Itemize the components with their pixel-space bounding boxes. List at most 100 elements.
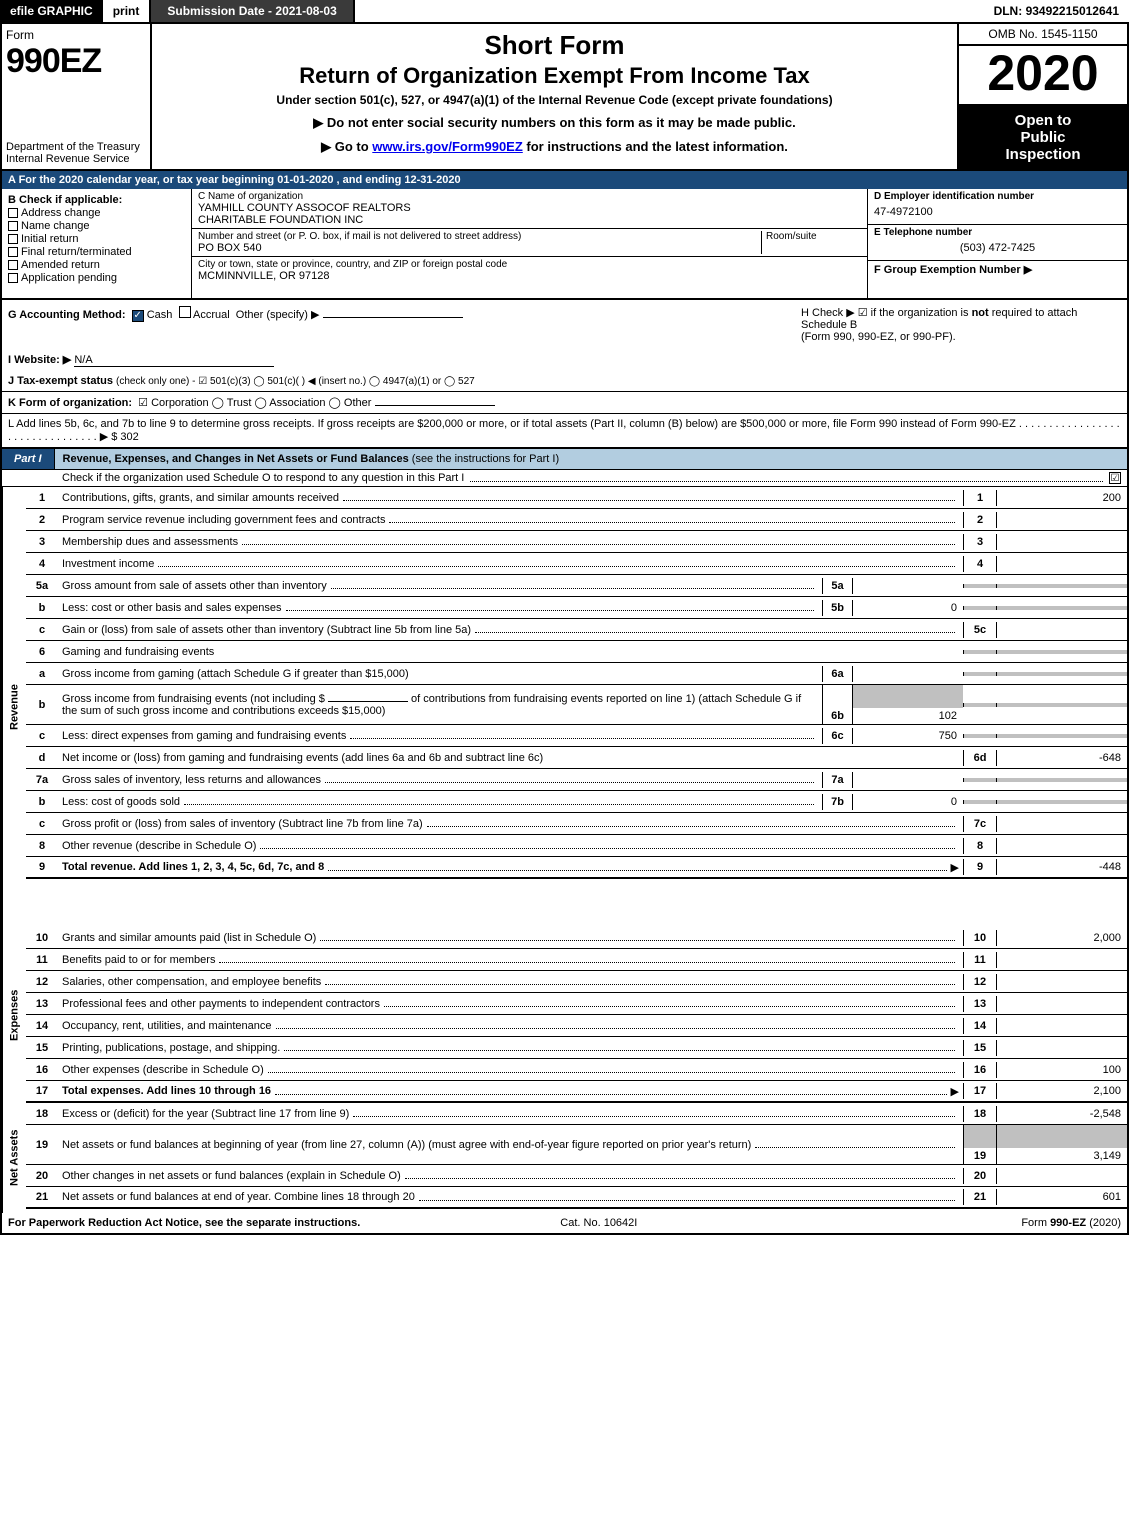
line-6b-subnum: 6b bbox=[823, 708, 853, 724]
line-1-val: 200 bbox=[997, 490, 1127, 506]
line-19: 19Net assets or fund balances at beginni… bbox=[26, 1125, 1127, 1165]
efile-button[interactable]: efile GRAPHIC bbox=[0, 0, 103, 22]
line-3: 3Membership dues and assessments3 bbox=[26, 531, 1127, 553]
line-7b: bLess: cost of goods sold7b0 bbox=[26, 791, 1127, 813]
schedule-o-checkbox[interactable]: ☑ bbox=[1109, 472, 1121, 484]
line-6b-blank[interactable] bbox=[328, 701, 408, 702]
line-4-num: 4 bbox=[963, 556, 997, 572]
line-13: 13Professional fees and other payments t… bbox=[26, 993, 1127, 1015]
boxes-d-e-f: D Employer identification number 47-4972… bbox=[867, 189, 1127, 298]
line-8-val bbox=[997, 844, 1127, 848]
line-21-val: 601 bbox=[997, 1189, 1127, 1205]
l-amount: 302 bbox=[120, 431, 138, 443]
line-16-num: 16 bbox=[963, 1062, 997, 1078]
line-6a-desc: Gross income from gaming (attach Schedul… bbox=[62, 668, 409, 680]
box-d-ein: D Employer identification number 47-4972… bbox=[868, 189, 1127, 225]
j-label: J Tax-exempt status bbox=[8, 375, 113, 387]
k-options: ☑ Corporation ◯ Trust ◯ Association ◯ Ot… bbox=[138, 397, 371, 409]
website-value: N/A bbox=[74, 354, 274, 367]
line-7a: 7aGross sales of inventory, less returns… bbox=[26, 769, 1127, 791]
header-middle: Short Form Return of Organization Exempt… bbox=[152, 24, 957, 169]
schedule-o-check-row: Check if the organization used Schedule … bbox=[0, 470, 1129, 487]
form-word: Form bbox=[6, 28, 146, 42]
box-c-city-label: City or town, state or province, country… bbox=[198, 259, 861, 270]
submission-date-label: Submission Date - bbox=[167, 4, 275, 18]
line-2-val bbox=[997, 518, 1127, 522]
footer-form-pre: Form bbox=[1021, 1217, 1050, 1229]
submission-date-pill: Submission Date - 2021-08-03 bbox=[151, 0, 354, 22]
chk-amended-return[interactable]: Amended return bbox=[8, 259, 185, 271]
line-6c: cLess: direct expenses from gaming and f… bbox=[26, 725, 1127, 747]
line-6b: bGross income from fundraising events (n… bbox=[26, 685, 1127, 725]
line-19-valgray bbox=[997, 1125, 1127, 1148]
line-5a-desc: Gross amount from sale of assets other t… bbox=[62, 580, 327, 592]
ein-value: 47-4972100 bbox=[874, 202, 1121, 222]
line-12: 12Salaries, other compensation, and empl… bbox=[26, 971, 1127, 993]
line-5c-num: 5c bbox=[963, 622, 997, 638]
line-5b-subnum: 5b bbox=[823, 600, 853, 616]
line-5a-numcol bbox=[963, 584, 997, 588]
line-4-val bbox=[997, 562, 1127, 566]
goto-instructions: ▶ Go to www.irs.gov/Form990EZ for instru… bbox=[162, 139, 947, 155]
line-17-arrow-icon: ▶ bbox=[951, 1085, 959, 1098]
line-5b-subval: 0 bbox=[853, 600, 963, 616]
line-7c-num: 7c bbox=[963, 816, 997, 832]
line-21-desc: Net assets or fund balances at end of ye… bbox=[62, 1191, 415, 1203]
line-7b-numcol bbox=[963, 800, 997, 804]
line-5c-desc: Gain or (loss) from sale of assets other… bbox=[62, 624, 471, 636]
dln-value: 93492215012641 bbox=[1026, 4, 1119, 18]
chk-name-change[interactable]: Name change bbox=[8, 220, 185, 232]
chk-accrual[interactable] bbox=[179, 306, 191, 318]
org-street: PO BOX 540 bbox=[198, 242, 761, 254]
line-7b-subnum: 7b bbox=[823, 794, 853, 810]
line-10: 10Grants and similar amounts paid (list … bbox=[26, 927, 1127, 949]
part-1-table: Revenue 1Contributions, gifts, grants, a… bbox=[0, 487, 1129, 1213]
box-f-group-exemption: F Group Exemption Number ▶ bbox=[868, 261, 1127, 278]
line-5b-desc: Less: cost or other basis and sales expe… bbox=[62, 602, 282, 614]
box-b-checkboxes: B Check if applicable: Address change Na… bbox=[2, 189, 192, 298]
line-15-val bbox=[997, 1046, 1127, 1050]
line-7b-subval: 0 bbox=[853, 794, 963, 810]
line-9-val: -448 bbox=[997, 859, 1127, 875]
chk-final-return[interactable]: Final return/terminated bbox=[8, 246, 185, 258]
line-11-num: 11 bbox=[963, 952, 997, 968]
line-14: 14Occupancy, rent, utilities, and mainte… bbox=[26, 1015, 1127, 1037]
line-7a-subnum: 7a bbox=[823, 772, 853, 788]
line-7c-desc: Gross profit or (loss) from sales of inv… bbox=[62, 818, 423, 830]
chk-cash[interactable]: ✓ bbox=[132, 310, 144, 322]
i-label: I Website: ▶ bbox=[8, 354, 71, 366]
chk-initial-return[interactable]: Initial return bbox=[8, 233, 185, 245]
page-footer: For Paperwork Reduction Act Notice, see … bbox=[0, 1213, 1129, 1235]
chk-address-change[interactable]: Address change bbox=[8, 207, 185, 219]
line-6d: dNet income or (loss) from gaming and fu… bbox=[26, 747, 1127, 769]
h-text-3: (Form 990, 990-EZ, or 990-PF). bbox=[801, 331, 956, 343]
line-6d-num: 6d bbox=[963, 750, 997, 766]
footer-catalog: Cat. No. 10642I bbox=[560, 1217, 637, 1229]
dln-label: DLN: bbox=[994, 4, 1026, 18]
box-f-label: F Group Exemption Number ▶ bbox=[874, 264, 1032, 276]
goto-link[interactable]: www.irs.gov/Form990EZ bbox=[372, 139, 523, 154]
open-line-3: Inspection bbox=[963, 146, 1123, 163]
h-not: not bbox=[972, 307, 989, 319]
line-12-desc: Salaries, other compensation, and employ… bbox=[62, 976, 321, 988]
chk-label-initial: Initial return bbox=[21, 233, 78, 245]
box-c-name-label: C Name of organization bbox=[198, 191, 861, 202]
row-g-h: G Accounting Method: ✓ Cash Accrual Othe… bbox=[0, 300, 1129, 349]
line-3-val bbox=[997, 540, 1127, 544]
line-4-desc: Investment income bbox=[62, 558, 154, 570]
line-15-num: 15 bbox=[963, 1040, 997, 1056]
under-section-text: Under section 501(c), 527, or 4947(a)(1)… bbox=[162, 93, 947, 107]
g-other-input[interactable] bbox=[323, 317, 463, 318]
print-button[interactable]: print bbox=[103, 0, 152, 22]
chk-label-pending: Application pending bbox=[21, 272, 117, 284]
org-name-line-1: YAMHILL COUNTY ASSOCOF REALTORS bbox=[198, 202, 861, 214]
line-10-val: 2,000 bbox=[997, 930, 1127, 946]
k-other-input[interactable] bbox=[375, 405, 495, 406]
h-text-1: H Check ▶ ☑ if the organization is bbox=[801, 307, 972, 319]
chk-label-amended: Amended return bbox=[21, 259, 100, 271]
line-18-desc: Excess or (deficit) for the year (Subtra… bbox=[62, 1108, 349, 1120]
line-11-val bbox=[997, 958, 1127, 962]
chk-application-pending[interactable]: Application pending bbox=[8, 272, 185, 284]
g-cash: Cash bbox=[147, 309, 173, 321]
line-7b-desc: Less: cost of goods sold bbox=[62, 796, 180, 808]
